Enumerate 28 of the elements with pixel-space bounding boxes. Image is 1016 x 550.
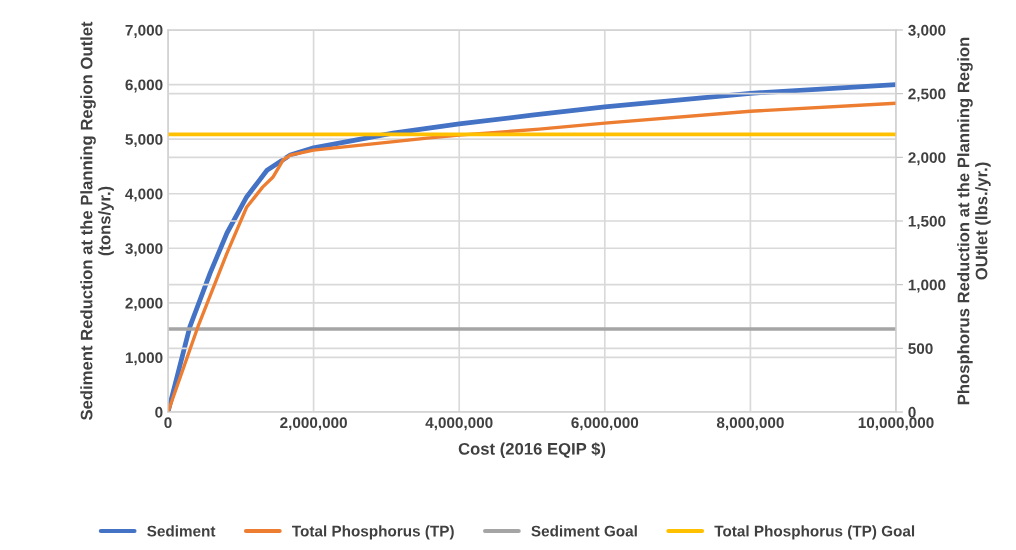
y-tick-label: 3,000	[125, 243, 163, 257]
y-tick-label: 1,000	[125, 352, 163, 366]
y-tick-label: 5,000	[125, 134, 163, 148]
x-axis-title: Cost (2016 EQIP $)	[458, 442, 606, 459]
y-tick-label: 6,000	[125, 79, 163, 93]
legend-label: Sediment	[147, 525, 216, 537]
y2-axis-title: Phosphorus Reduction at the Planning Region OUtlet (lbs./yr.)	[957, 37, 991, 405]
x-tick-label: 4,000,000	[425, 417, 493, 431]
y2-tick-label: 2,000	[908, 152, 946, 166]
y2-tick-label: 3,000	[908, 24, 946, 38]
legend-label: Sediment Goal	[531, 525, 637, 537]
x-tick-label: 8,000,000	[716, 417, 784, 431]
legend-label: Total Phosphorus (TP) Goal	[714, 525, 915, 540]
x-tick-label: 2,000,000	[280, 417, 347, 431]
y-tick-label: 0	[155, 406, 163, 418]
y-tick-label: 2,000	[125, 297, 163, 311]
y2-tick-label: 1,500	[908, 215, 946, 229]
y2-tick-label: 2,500	[908, 88, 946, 102]
x-tick-label: 10,000,000	[858, 417, 934, 431]
x-tick-label: 0	[164, 417, 172, 429]
y-tick-label: 4,000	[125, 188, 163, 202]
y-axis-title: Sediment Reduction at the Planning Region Outlet (tons/yr.)	[80, 21, 114, 421]
y-tick-label: 7,000	[125, 24, 163, 38]
legend-label: Total Phosphorus (TP)	[292, 525, 454, 540]
y2-tick-label: 500	[908, 343, 933, 355]
x-tick-label: 6,000,000	[571, 417, 639, 431]
y2-tick-label: 0	[908, 406, 916, 418]
y2-tick-label: 1,000	[908, 279, 946, 293]
